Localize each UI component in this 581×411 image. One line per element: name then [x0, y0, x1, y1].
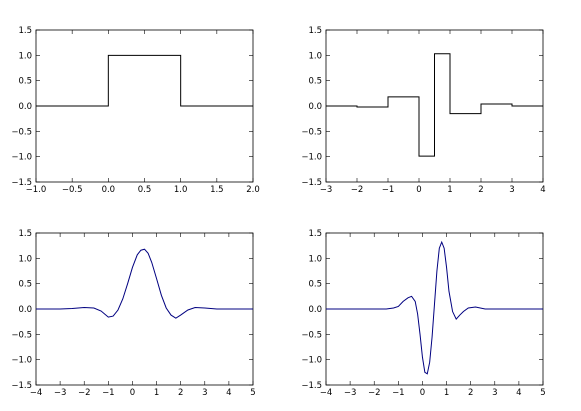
y-tick-label: 1.5 [18, 229, 32, 239]
y-tick-label: 1.5 [308, 26, 322, 36]
y-tick-label: 0.5 [18, 77, 32, 87]
x-tick-label: 0.5 [138, 185, 152, 195]
y-tick-label: −0.5 [11, 127, 32, 137]
x-tick-label: −3 [54, 388, 67, 398]
series-line [36, 54, 253, 107]
x-tick-label: 1 [444, 388, 449, 398]
y-tick-label: −1.0 [11, 356, 32, 366]
y-tick-label: 1.5 [18, 26, 32, 36]
plot-top-left: −1.0 −0.5 0.0 0.5 1.0 1.5 2.0 1.5 1.0 0.5 0.0 −0.5 −… [11, 26, 259, 195]
plot-top-right: −3 −2 −1 0 1 2 3 4 1.5 1.0 0.5 0.0 −0.5 −1.0 −1.5 [301, 26, 545, 195]
y-tick-label: −0.5 [301, 127, 322, 137]
x-tick-label: 2 [178, 388, 183, 398]
x-tick-label: 5 [250, 388, 255, 398]
y-tick-label: −0.5 [301, 330, 322, 340]
y-tick-label: −0.5 [11, 330, 32, 340]
x-tick-label: −2 [78, 388, 91, 398]
x-tick-label: 3 [509, 185, 514, 195]
x-tick-label: 3 [492, 388, 497, 398]
x-tick-label: 5 [540, 388, 545, 398]
y-tick-label: 0.5 [18, 280, 32, 290]
y-tick-label: −1.0 [11, 153, 32, 163]
x-tick-label: −1 [392, 388, 405, 398]
y-tick-label: −1.0 [301, 356, 322, 366]
series-line [36, 248, 253, 319]
x-tick-label: 0 [130, 388, 135, 398]
x-tick-label: −2 [368, 388, 381, 398]
x-tick-label: −4 [30, 388, 43, 398]
y-tick-label: −1.5 [11, 381, 32, 391]
x-tick-label: 1 [447, 185, 452, 195]
y-tick-label: 0.5 [308, 77, 322, 87]
x-tick-label: −2 [351, 185, 364, 195]
y-tick-label: −1.5 [301, 381, 322, 391]
x-tick-label: −3 [320, 185, 333, 195]
x-tick-label: −1.0 [26, 185, 47, 195]
x-tick-label: −1 [382, 185, 395, 195]
x-tick-label: −3 [344, 388, 357, 398]
x-tick-label: 4 [540, 185, 545, 195]
x-tick-label: −1 [102, 388, 115, 398]
x-tick-label: −4 [320, 388, 333, 398]
x-tick-label: 4 [516, 388, 521, 398]
x-tick-label: 4 [226, 388, 231, 398]
x-tick-label: 1 [154, 388, 159, 398]
x-tick-label: 2 [478, 185, 483, 195]
x-tick-label: −0.5 [62, 185, 83, 195]
y-tick-label: −1.5 [301, 178, 322, 188]
y-tick-label: −1.5 [11, 178, 32, 188]
x-tick-label: 2.0 [246, 185, 260, 195]
series-line [326, 240, 543, 375]
series-line [326, 53, 543, 157]
plot-bottom-left: −4 −3 −2 −1 0 1 2 3 4 5 1.5 1.0 0.5 0.0 −0.5 −1.0 −1.5 [11, 229, 255, 398]
y-tick-label: 0.0 [18, 305, 32, 315]
x-tick-label: 3 [202, 388, 207, 398]
y-tick-label: 1.5 [308, 229, 322, 239]
y-tick-label: 1.0 [308, 254, 322, 264]
x-tick-label: 0.0 [102, 185, 116, 195]
y-tick-label: 0.0 [308, 102, 322, 112]
x-tick-label: 1.5 [210, 185, 224, 195]
x-tick-label: 0 [416, 185, 421, 195]
x-tick-label: 0 [420, 388, 425, 398]
plot-bottom-right: −4 −3 −2 −1 0 1 2 3 4 5 1.5 1.0 0.5 0.0 −0.5 −1.0 −1.5 [301, 229, 545, 398]
y-tick-label: 1.0 [308, 51, 322, 61]
y-tick-label: 0.0 [308, 305, 322, 315]
x-tick-label: 1.0 [174, 185, 188, 195]
x-tick-label: 2 [468, 388, 473, 398]
y-tick-label: 1.0 [18, 254, 32, 264]
y-tick-label: 0.0 [18, 102, 32, 112]
y-tick-label: −1.0 [301, 153, 322, 163]
y-tick-label: 1.0 [18, 51, 32, 61]
y-tick-label: 0.5 [308, 280, 322, 290]
